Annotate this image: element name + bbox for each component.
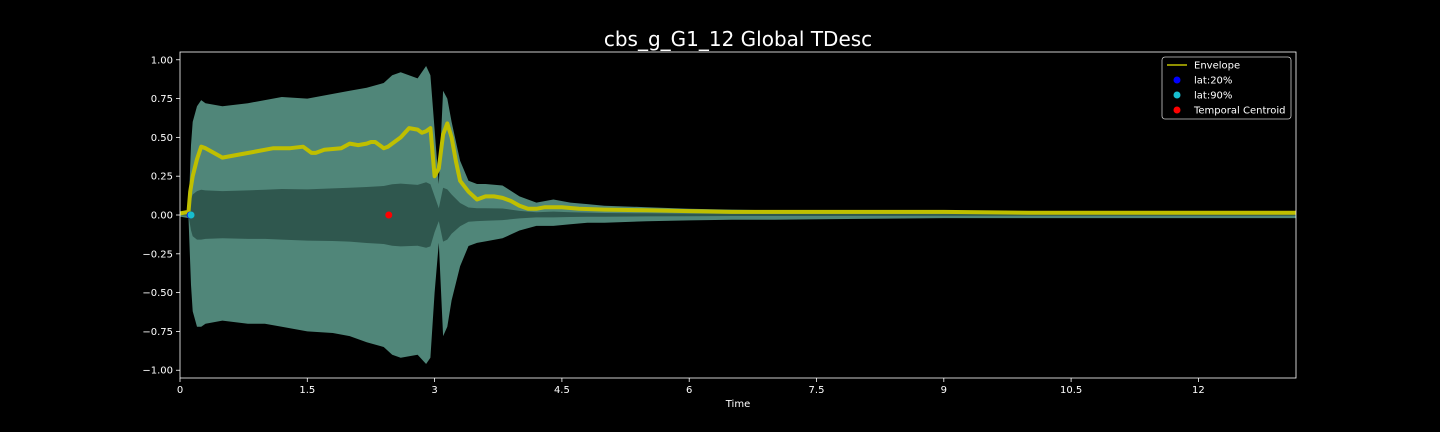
x-tick-label: 9 — [941, 385, 947, 396]
y-tick-label: 0.50 — [151, 133, 173, 144]
x-tick-label: 1.5 — [299, 385, 315, 396]
marker-lat-90- — [187, 211, 195, 219]
legend-label-envelope: Envelope — [1194, 61, 1240, 72]
axes: 1.00 0.75 0.50 0.25 0.00 −0.25 −0.50 −0.75 −1.00… — [142, 51, 1297, 396]
x-tick-label: 6 — [686, 385, 692, 396]
y-tick-label: 0.00 — [151, 211, 173, 222]
legend-swatch-lat-90- — [1173, 91, 1181, 99]
y-tick-label: 0.75 — [151, 94, 173, 105]
marker-temporal-centroid — [385, 211, 393, 219]
legend-label-temporal-centroid: Temporal Centroid — [1193, 106, 1286, 117]
series-line-envelope — [180, 121, 1296, 216]
y-tick-label: −1.00 — [142, 366, 173, 377]
legend: Envelope lat:20% lat:90% Temporal Centroid — [1161, 56, 1292, 120]
legend-label-lat-90-: lat:90% — [1194, 91, 1232, 102]
legend-label-lat-20-: lat:20% — [1194, 76, 1232, 87]
y-tick-label: −0.25 — [142, 249, 173, 260]
x-tick-label: 7.5 — [809, 385, 825, 396]
x-axis-label: Time — [725, 399, 750, 410]
y-tick-label: −0.50 — [142, 288, 173, 299]
x-tick-label: 12 — [1192, 385, 1205, 396]
legend-swatch-lat-20- — [1173, 76, 1181, 84]
y-tick-label: −0.75 — [142, 327, 173, 338]
y-tick-label: 1.00 — [151, 55, 173, 66]
legend-box — [1161, 56, 1292, 120]
x-tick-label: 4.5 — [554, 385, 570, 396]
chart-title: cbs_g_G1_12 Global TDesc — [604, 27, 872, 51]
y-tick-label: 0.25 — [151, 172, 173, 183]
x-tick-label: 0 — [177, 385, 183, 396]
x-tick-label: 3 — [431, 385, 437, 396]
plot-content — [180, 66, 1296, 364]
waveform-core — [180, 182, 1296, 248]
x-tick-label: 10.5 — [1060, 385, 1082, 396]
legend-swatch-temporal-centroid — [1173, 106, 1181, 114]
plot-area — [180, 66, 1296, 364]
